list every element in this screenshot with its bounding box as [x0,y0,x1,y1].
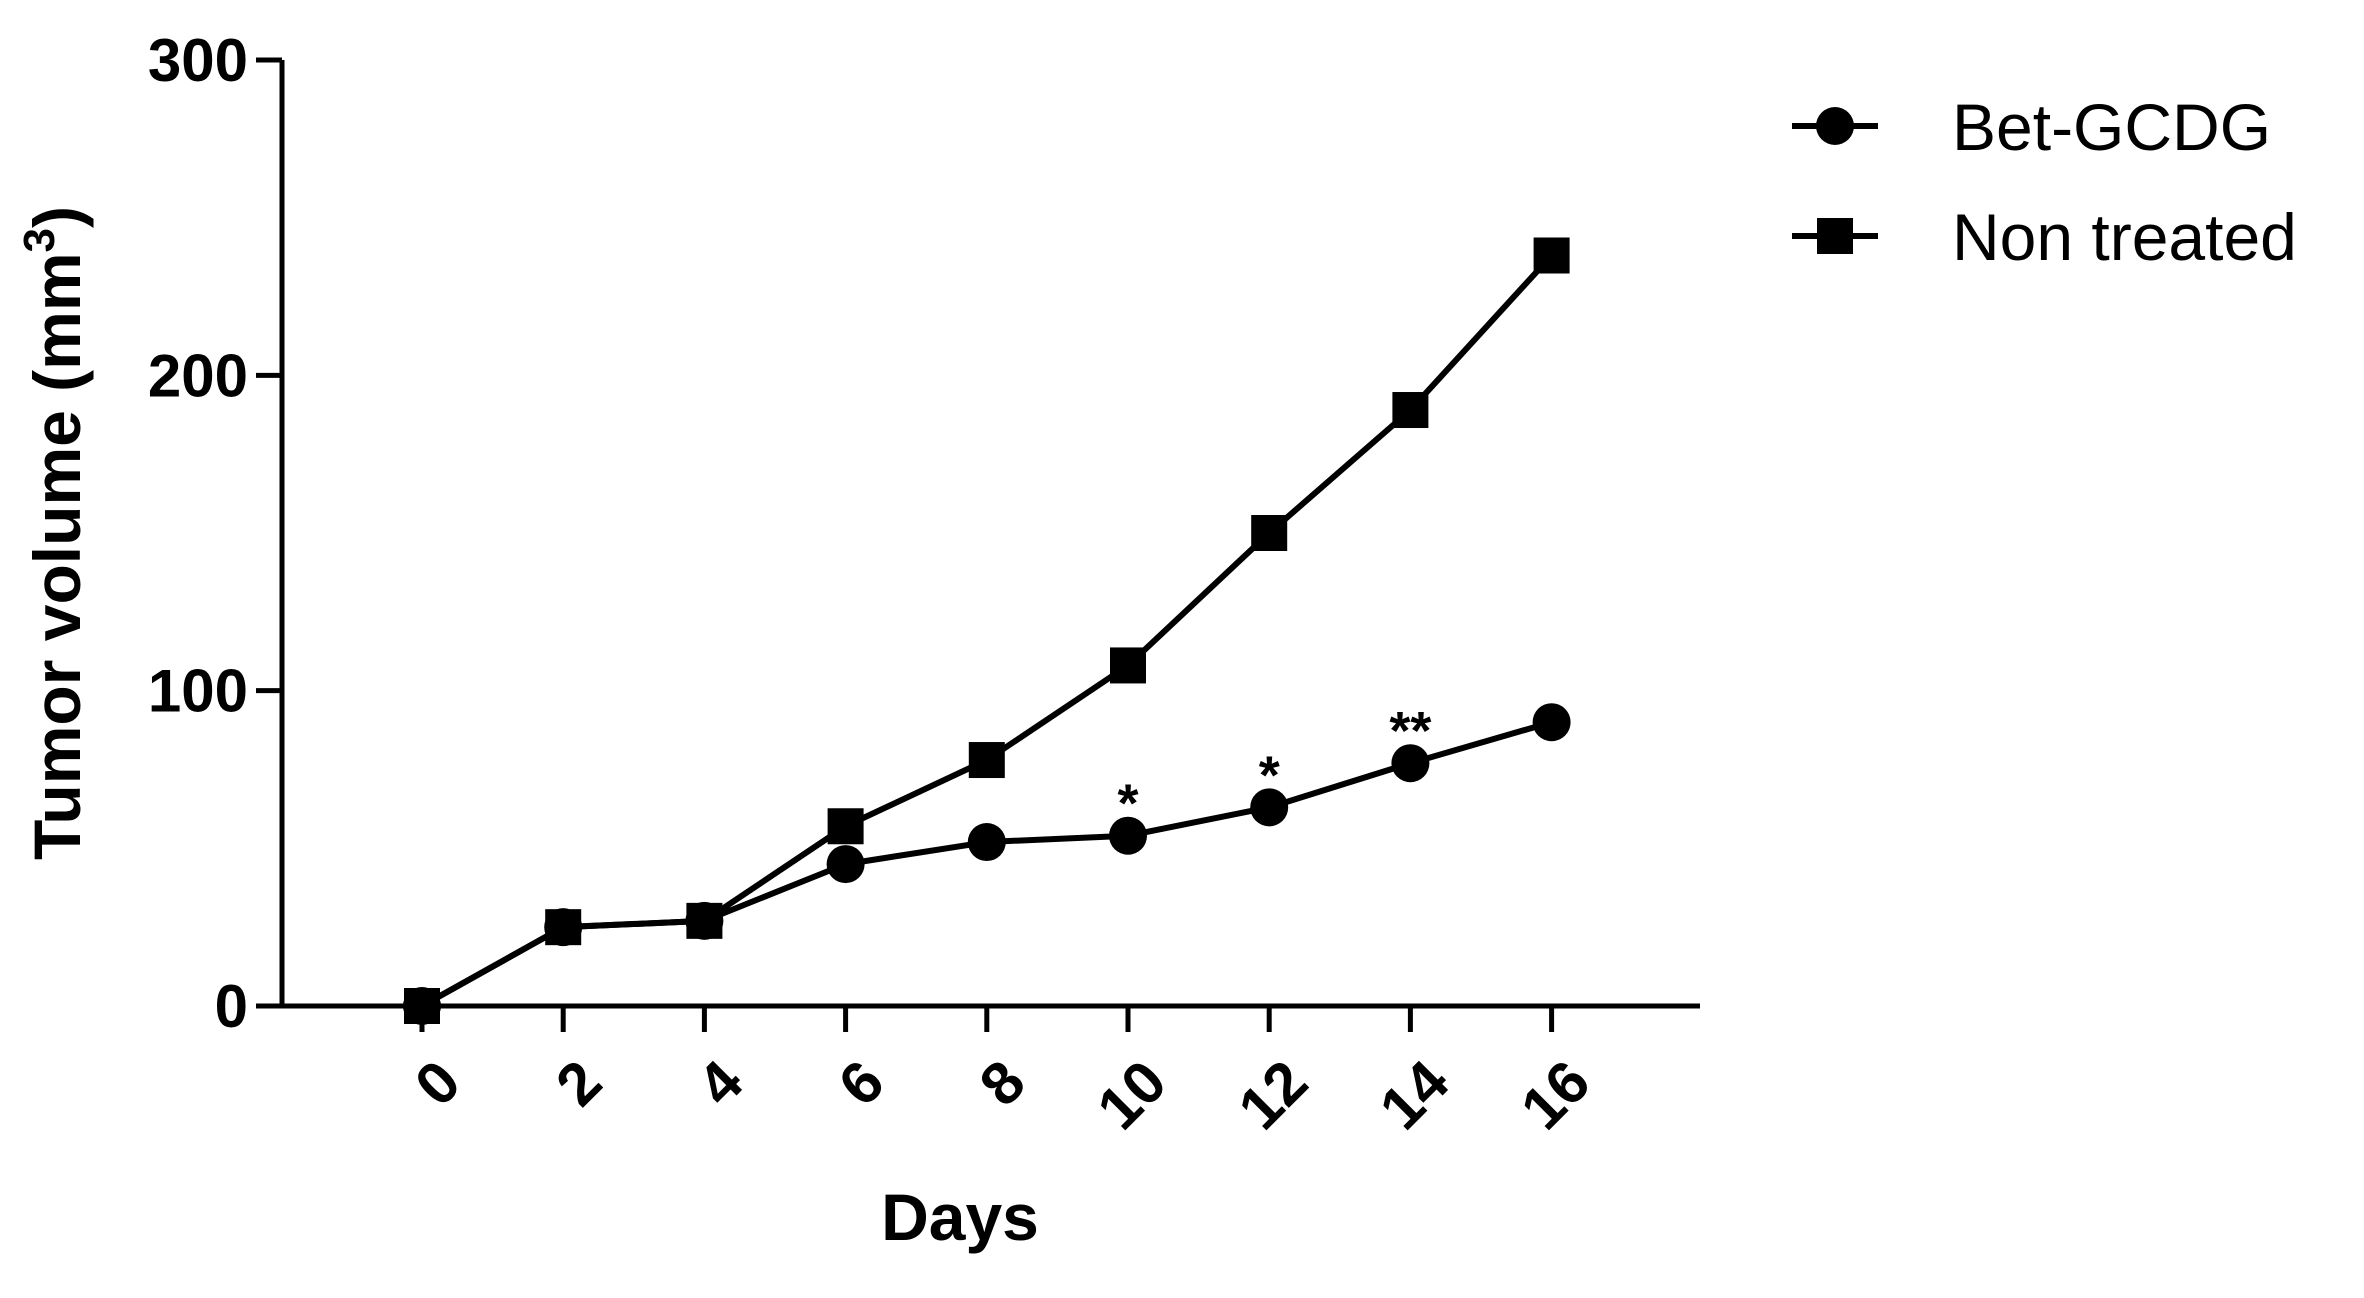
legend: Bet-GCDG Non treated [1792,90,2297,274]
y-axis-title-suffix: ) [20,206,94,228]
data-point-circle [1250,788,1289,827]
data-point-square [1392,392,1429,429]
series-non-treated [404,237,1570,1024]
annotations: * *** [1117,701,1431,834]
data-point-square [968,742,1005,779]
data-point-circle [1109,816,1147,855]
x-tick-label: 14 [1367,1047,1462,1142]
legend-marker-square [1817,218,1853,254]
data-point-square [1533,237,1570,274]
y-tick-label: 0 [215,973,248,1040]
x-tick-label: 2 [543,1048,614,1119]
y-axis-title-superscript: 3 [15,228,64,252]
x-tick-label: 10 [1084,1048,1179,1143]
y-tick-label: 300 [148,27,248,94]
legend-marker-circle [1816,107,1854,145]
data-point-square [827,808,864,845]
y-tick-label: 200 [148,342,248,409]
legend-item: Non treated [1792,200,2297,274]
x-tick-label: 12 [1226,1048,1321,1143]
significance-marker: ** [1389,701,1431,761]
y-axis-title: Tumor volume (mm3) [15,206,94,860]
legend-label: Non treated [1952,200,2297,274]
x-tick-label: 16 [1508,1048,1603,1143]
data-point-square [686,902,723,939]
data-point-square [1110,647,1146,684]
x-tick-label: 0 [402,1048,473,1119]
data-point-square [545,909,582,946]
y-tick-label: 100 [148,658,248,725]
data-point-circle [1391,744,1430,783]
significance-marker: * [1117,774,1138,834]
legend-label: Bet-GCDG [1952,90,2271,164]
data-point-square [404,988,440,1024]
legend-item: Bet-GCDG [1792,90,2271,164]
x-tick-label: 8 [967,1048,1038,1119]
significance-marker: * [1259,745,1280,805]
series-line [420,253,1554,1009]
series-layer [403,237,1571,1025]
y-axis-title-main: Tumor volume (mm [20,252,94,860]
x-axis-title: Days [881,1180,1039,1254]
x-tick-label: 4 [684,1047,755,1118]
data-point-circle [1532,703,1571,742]
data-point-square [1251,515,1288,551]
x-tick-label: 6 [826,1048,897,1119]
data-point-circle [967,823,1006,862]
data-point-circle [826,845,865,884]
